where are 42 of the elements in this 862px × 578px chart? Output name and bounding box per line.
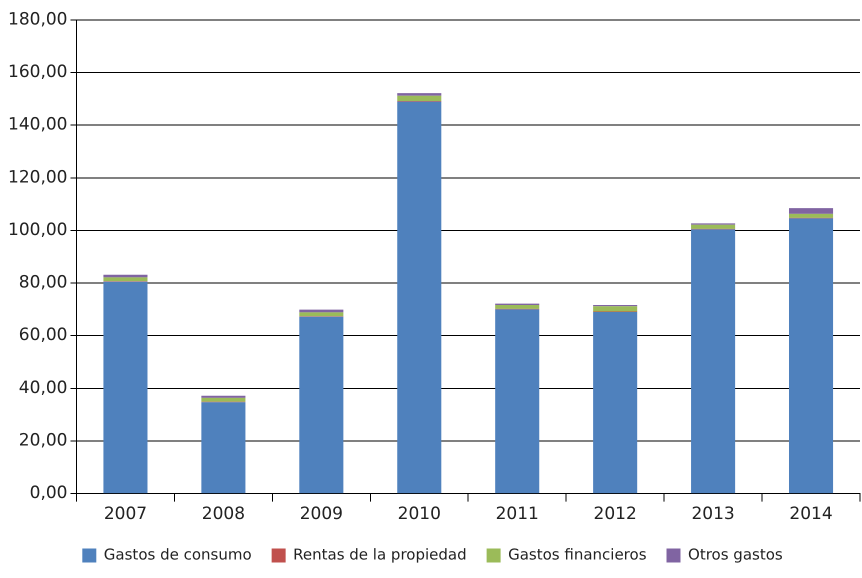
x-tick-label: 2012 <box>594 504 637 524</box>
y-tick-label: 160,00 <box>8 62 68 82</box>
bar <box>495 309 540 494</box>
bar <box>788 218 834 494</box>
legend-label: Gastos financieros <box>508 545 647 564</box>
bar <box>201 398 246 402</box>
y-tick-label: 80,00 <box>18 272 68 293</box>
legend-label: Otros gastos <box>688 545 783 564</box>
bar <box>103 274 148 278</box>
x-tick-label: 2009 <box>300 504 343 524</box>
x-tick-label: 2008 <box>202 504 246 524</box>
x-tick-label: 2013 <box>691 504 735 524</box>
bar <box>495 304 540 309</box>
y-tick-label: 40,00 <box>18 378 68 398</box>
bar <box>397 93 442 96</box>
bar <box>593 306 638 312</box>
legend-label: Gastos de consumo <box>104 545 252 564</box>
bar <box>201 402 246 494</box>
y-tick-label: 20,00 <box>18 430 68 450</box>
bar <box>593 312 638 494</box>
bar <box>397 102 442 494</box>
y-tick-label: 140,00 <box>8 114 68 135</box>
x-tick-label: 2014 <box>789 504 833 524</box>
y-tick-label: 180,00 <box>8 9 68 30</box>
bar <box>691 224 736 229</box>
bar <box>299 316 344 494</box>
bar <box>788 214 834 218</box>
x-tick-label: 2007 <box>104 504 148 524</box>
bar <box>691 229 736 494</box>
bar <box>299 310 344 312</box>
y-tick-label: 120,00 <box>8 167 68 188</box>
bar <box>397 96 442 102</box>
bar <box>788 208 834 214</box>
bar <box>103 277 148 282</box>
x-tick-label: 2011 <box>496 504 539 524</box>
y-tick-label: 60,00 <box>18 325 68 346</box>
x-tick-label: 2010 <box>398 504 441 524</box>
bar <box>103 282 148 494</box>
bar <box>299 312 344 316</box>
legend-label: Rentas de la propiedad <box>293 545 467 564</box>
y-tick-label: 0,00 <box>30 483 68 504</box>
y-tick-label: 100,00 <box>8 220 68 240</box>
